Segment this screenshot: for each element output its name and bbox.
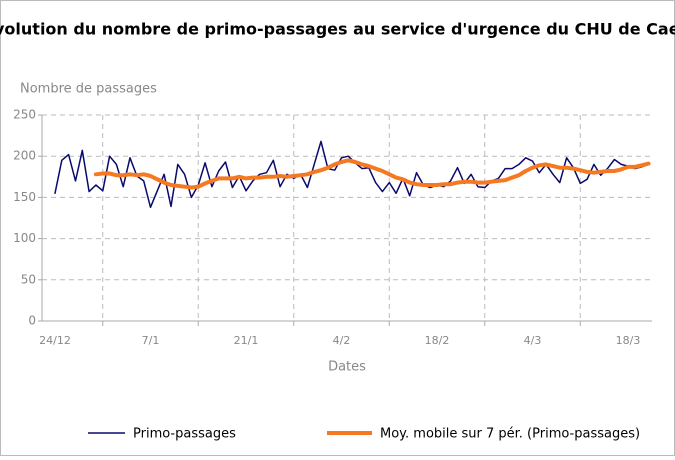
x-tick-label: 24/12 — [39, 334, 71, 347]
x-tick-label: 18/2 — [425, 334, 450, 347]
y-tick-label: 50 — [21, 272, 36, 286]
y-axis-label: Nombre de passages — [20, 82, 157, 97]
x-tick-label: 4/3 — [524, 334, 542, 347]
x-axis-label: Dates — [328, 360, 366, 375]
y-tick-label: 0 — [28, 314, 36, 328]
x-tick-label: 4/2 — [333, 334, 351, 347]
series-line — [93, 158, 651, 190]
chart-title: Evolution du nombre de primo-passages au… — [0, 20, 675, 39]
y-tick-label: 150 — [13, 190, 36, 204]
legend-label: Moy. mobile sur 7 pér. (Primo-passages) — [380, 427, 640, 442]
y-tick-label: 200 — [13, 149, 36, 163]
x-tick-label: 18/3 — [616, 334, 641, 347]
y-tick-label: 250 — [13, 108, 36, 122]
x-tick-label: 7/1 — [142, 334, 160, 347]
y-tick-label: 100 — [13, 231, 36, 245]
x-tick-label: 21/1 — [234, 334, 259, 347]
legend-label: Primo-passages — [133, 427, 236, 442]
